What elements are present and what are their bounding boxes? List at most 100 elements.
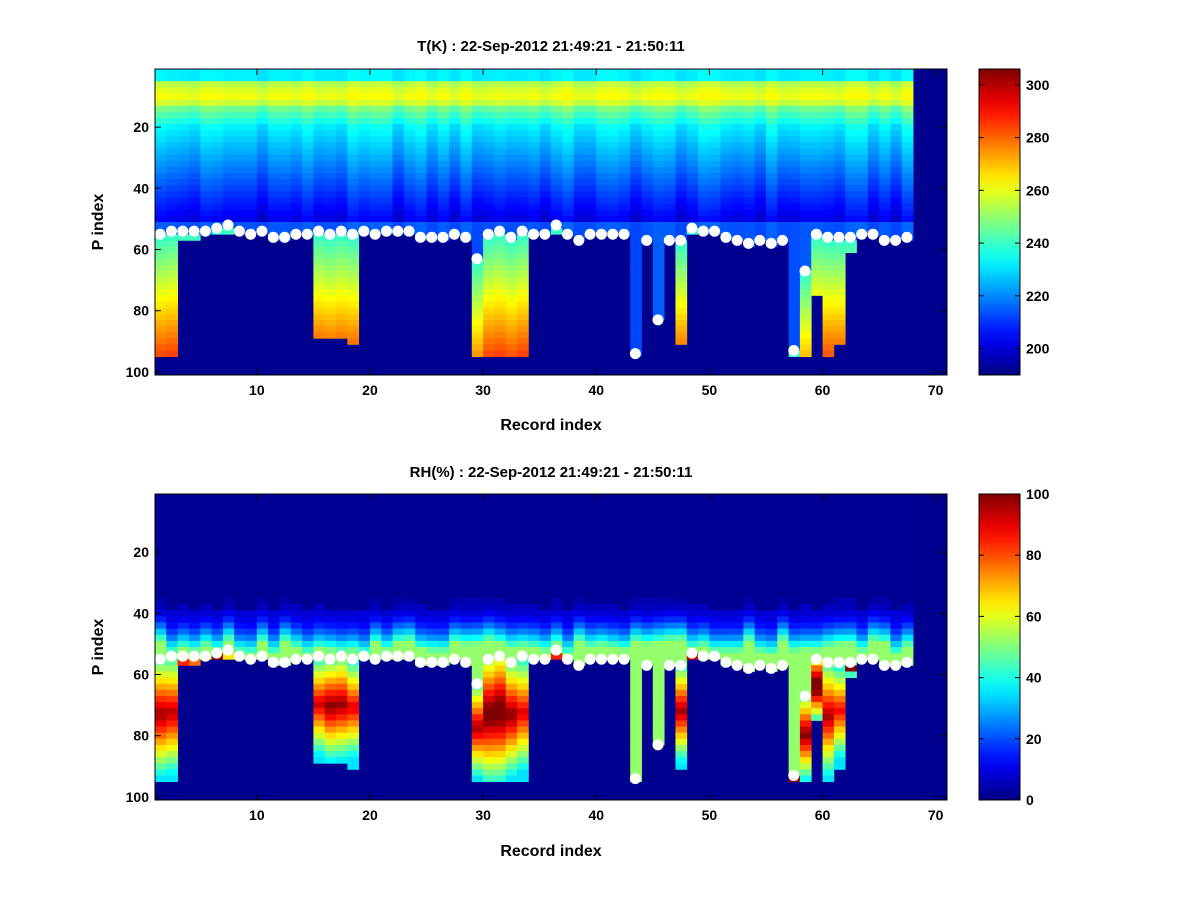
heatmap-cell [675,69,688,76]
heatmap-cell [505,683,518,691]
heatmap-cell [166,215,179,223]
heatmap-cell [890,640,903,648]
heatmap-cell [584,124,597,131]
heatmap-cell [584,579,597,587]
heatmap-cell [392,191,405,198]
heatmap-cell [517,173,529,180]
heatmap-cell [777,530,789,538]
heatmap-cell [234,222,246,229]
heatmap-cell [743,585,756,593]
heatmap-cell [845,105,857,113]
x-tick-label: 20 [362,807,378,823]
heatmap-cell [743,111,756,119]
heatmap-cell [890,518,903,525]
heatmap-cell [777,142,789,149]
heatmap-cell [675,732,688,740]
heatmap-cell [573,494,586,501]
heatmap-cell [517,215,529,223]
heatmap-cell [200,136,212,143]
heatmap-cell [890,573,903,581]
heatmap-cell [788,677,801,685]
heatmap-cell [426,81,439,88]
x-tick-label: 70 [928,382,944,398]
heatmap-cell [596,124,608,131]
heatmap-cell [358,209,371,217]
heatmap-cell [856,591,869,599]
heatmap-cell [234,142,246,149]
heatmap-cell [811,677,823,685]
heatmap-cell [799,234,812,241]
x-tick-label: 60 [815,382,831,398]
heatmap-cell [449,598,461,605]
profile-marker [347,228,358,240]
heatmap-cell [336,148,348,156]
heatmap-cell [279,197,292,205]
heatmap-cell [528,518,541,525]
heatmap-cell [743,203,756,211]
heatmap-cell [641,616,654,623]
heatmap-cell [596,99,608,107]
heatmap-cell [211,75,224,82]
heatmap-cell [403,561,416,568]
heatmap-cell [630,653,642,660]
heatmap-cell [211,591,224,599]
heatmap-cell [313,500,326,507]
heatmap-cell [166,579,179,587]
heatmap-cell [313,677,326,685]
heatmap-cell [833,518,846,525]
heatmap-cell [596,148,608,156]
heatmap-cell [166,203,179,211]
heatmap-cell [630,228,642,235]
profile-marker [652,739,664,751]
heatmap-cell [234,634,246,642]
heatmap-cell [517,634,529,642]
heatmap-cell [845,203,857,211]
heatmap-cell [664,87,676,94]
heatmap-cell [811,530,823,538]
heatmap-cell [234,561,246,568]
heatmap-cell [426,105,439,113]
heatmap-cell [618,99,631,107]
heatmap-cell [234,524,246,532]
heatmap-cell [290,542,303,550]
heatmap-cell [471,708,484,715]
heatmap-cell [517,530,529,538]
heatmap-cell [460,173,473,180]
heatmap-cell [799,622,812,630]
heatmap-cell [528,99,541,107]
heatmap-cell [528,69,541,76]
heatmap-cell [765,561,778,568]
heatmap-cell [777,203,789,211]
heatmap-cell [799,124,812,131]
heatmap-cell [155,567,167,574]
heatmap-cell [720,105,733,113]
heatmap-cell [517,536,529,544]
heatmap-cell [166,689,179,697]
heatmap-cell [369,75,382,82]
heatmap-cell [505,610,518,617]
heatmap-cell [222,530,235,538]
heatmap-cell [505,283,518,290]
heatmap-cell [358,530,371,538]
heatmap-cell [166,555,179,562]
heatmap-cell [879,136,891,143]
heatmap-cell [743,494,756,501]
heatmap-cell [562,166,575,174]
heatmap-cell [437,197,450,205]
heatmap-cell [788,702,801,709]
heatmap-cell [426,622,439,630]
heatmap-cell [641,154,654,162]
heatmap-cell [200,203,212,211]
heatmap-cell [652,640,665,648]
heatmap-cell [290,197,303,205]
heatmap-cell [211,622,224,630]
heatmap-cell [290,647,303,654]
heatmap-cell [811,518,823,525]
heatmap-cell [856,81,869,88]
heatmap-cell [505,726,518,734]
heatmap-cell [517,313,529,321]
heatmap-cell [347,75,360,82]
heatmap-column [901,69,914,241]
heatmap-cell [709,179,722,186]
heatmap-cell [551,185,563,192]
